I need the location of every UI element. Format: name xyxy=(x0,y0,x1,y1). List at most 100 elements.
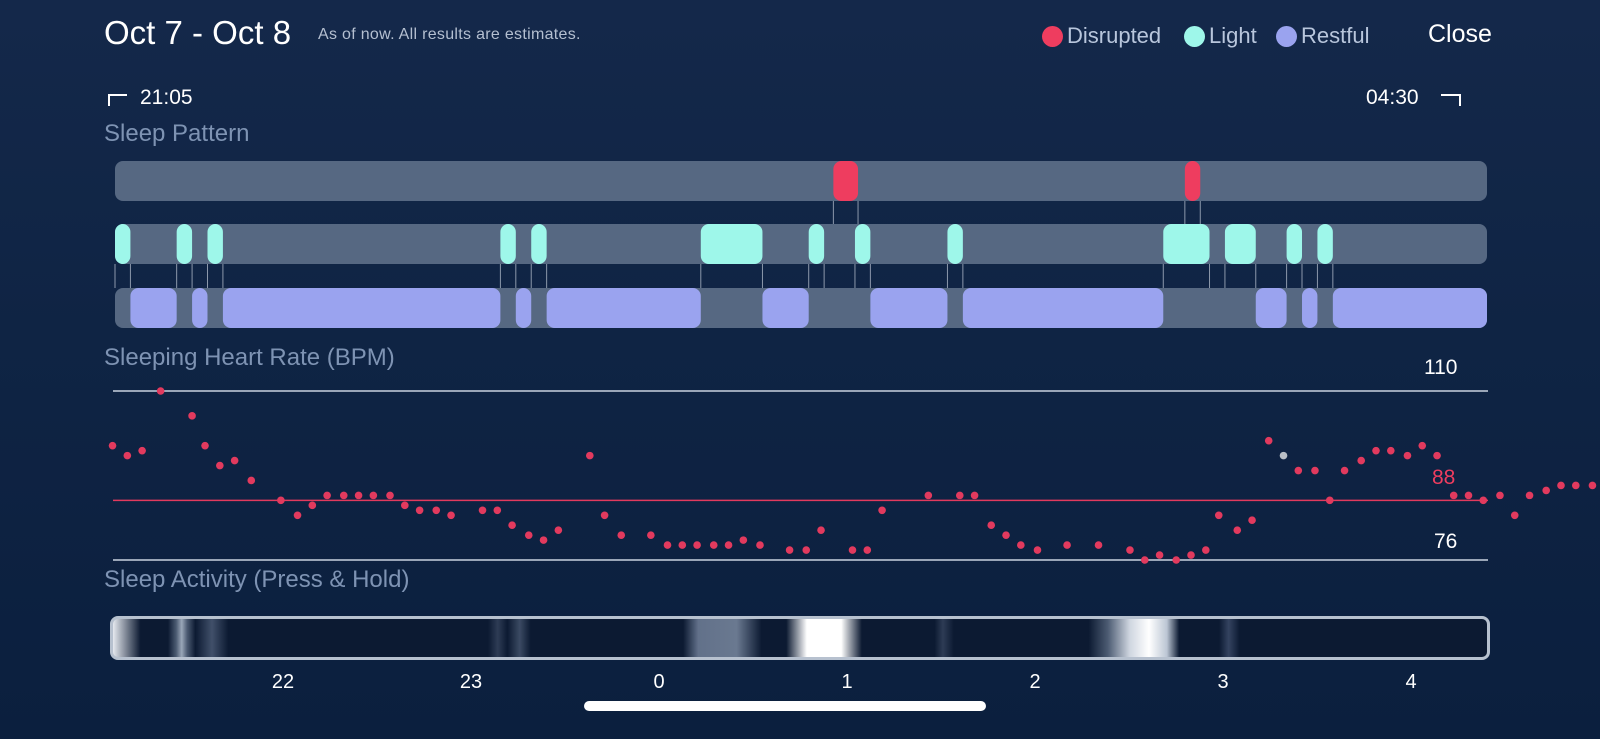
hr-point xyxy=(724,541,733,549)
hr-point xyxy=(1525,491,1534,500)
hr-point xyxy=(156,387,165,395)
hr-point xyxy=(478,506,487,515)
pattern-track-disrupted xyxy=(115,161,1487,201)
hr-point xyxy=(1172,556,1181,564)
light-segment xyxy=(854,224,871,264)
restful-segment xyxy=(130,288,177,328)
hr-point xyxy=(1387,446,1395,455)
hr-point xyxy=(1155,551,1164,559)
hr-point xyxy=(1510,511,1519,520)
close-button[interactable]: Close xyxy=(1428,20,1492,48)
hr-average-label: 88 xyxy=(1432,466,1456,489)
restful-segment xyxy=(962,288,1164,328)
hr-min-label: 76 xyxy=(1434,530,1458,553)
light-segment xyxy=(700,224,763,264)
hr-point xyxy=(1325,496,1334,505)
hr-point xyxy=(1017,541,1025,549)
hr-point xyxy=(1126,546,1134,554)
hr-point xyxy=(739,536,748,544)
hr-point xyxy=(554,526,563,534)
restful-segment xyxy=(1332,288,1487,328)
hr-point xyxy=(1214,511,1223,520)
hr-point xyxy=(108,441,117,450)
hr-point xyxy=(600,511,609,520)
hr-point xyxy=(1340,466,1349,475)
sleep-activity-title: Sleep Activity (Press & Hold) xyxy=(104,566,410,593)
hr-point xyxy=(1418,441,1427,450)
light-segment xyxy=(1163,224,1210,264)
restful-segment xyxy=(222,288,501,328)
hr-point xyxy=(1357,456,1366,465)
disrupted-segment xyxy=(833,161,859,201)
bracket-start-icon xyxy=(108,94,127,106)
heart-rate-title: Sleeping Heart Rate (BPM) xyxy=(104,344,395,371)
x-tick-label: 2 xyxy=(1029,671,1041,693)
hr-point xyxy=(1542,486,1550,495)
hr-point xyxy=(1279,451,1288,460)
x-tick-label: 4 xyxy=(1405,671,1417,693)
hr-point xyxy=(1094,541,1103,549)
hr-point xyxy=(1433,451,1441,460)
light-dot-icon xyxy=(1184,25,1205,47)
hr-point xyxy=(447,511,455,520)
hr-point xyxy=(848,546,857,554)
hr-point xyxy=(1002,531,1010,539)
hr-point xyxy=(955,491,964,500)
hr-point xyxy=(1294,466,1303,475)
hr-point xyxy=(693,541,701,549)
light-segment xyxy=(1286,224,1303,264)
x-tick-label: 22 xyxy=(271,671,295,693)
end-time: 04:30 xyxy=(1366,86,1419,109)
hr-point xyxy=(878,506,886,515)
hr-point xyxy=(524,531,533,539)
light-segment xyxy=(176,224,193,264)
hr-point xyxy=(1063,541,1071,549)
hr-point xyxy=(1033,546,1042,554)
hr-point xyxy=(123,451,132,460)
legend-label: Disrupted xyxy=(1067,23,1162,48)
disrupted-segment xyxy=(1184,161,1201,201)
hr-point xyxy=(663,541,672,549)
legend-label: Restful xyxy=(1301,23,1370,48)
hr-point xyxy=(138,446,146,455)
hr-point xyxy=(216,461,224,470)
restful-segment xyxy=(192,288,208,328)
light-segment xyxy=(531,224,547,264)
hr-point xyxy=(386,491,394,500)
restful-segment xyxy=(1255,288,1287,328)
estimate-note: As of now. All results are estimates. xyxy=(318,26,581,43)
hr-point xyxy=(1403,451,1412,460)
bracket-end-icon xyxy=(1441,94,1461,106)
hr-point xyxy=(924,491,933,500)
x-tick-label: 23 xyxy=(459,671,483,693)
hr-point xyxy=(817,526,825,534)
hr-point xyxy=(354,491,363,500)
hr-point xyxy=(1449,491,1458,500)
x-tick-label: 0 xyxy=(653,671,665,693)
hr-point xyxy=(1571,481,1580,490)
hr-point xyxy=(339,491,348,500)
hr-point xyxy=(1557,481,1565,490)
home-indicator[interactable] xyxy=(584,701,986,711)
x-tick-label: 1 xyxy=(841,671,853,693)
hr-point xyxy=(802,546,811,554)
sleep-activity-strip[interactable] xyxy=(110,616,1490,660)
hr-point xyxy=(1479,496,1488,505)
hr-point xyxy=(1202,546,1210,554)
hr-point xyxy=(188,412,196,420)
hr-point xyxy=(401,501,409,510)
hr-point xyxy=(293,511,302,520)
light-segment xyxy=(115,224,131,264)
hr-point xyxy=(1311,466,1319,475)
hr-point xyxy=(785,546,794,554)
hr-point xyxy=(1233,526,1242,534)
legend-label: Light xyxy=(1209,23,1257,48)
restful-segment xyxy=(870,288,948,328)
legend-restful: Restful xyxy=(1276,22,1369,50)
hr-point xyxy=(1372,446,1380,455)
hr-point xyxy=(617,531,626,539)
hr-point xyxy=(1140,556,1149,564)
light-segment xyxy=(947,224,963,264)
hr-point xyxy=(678,541,687,549)
